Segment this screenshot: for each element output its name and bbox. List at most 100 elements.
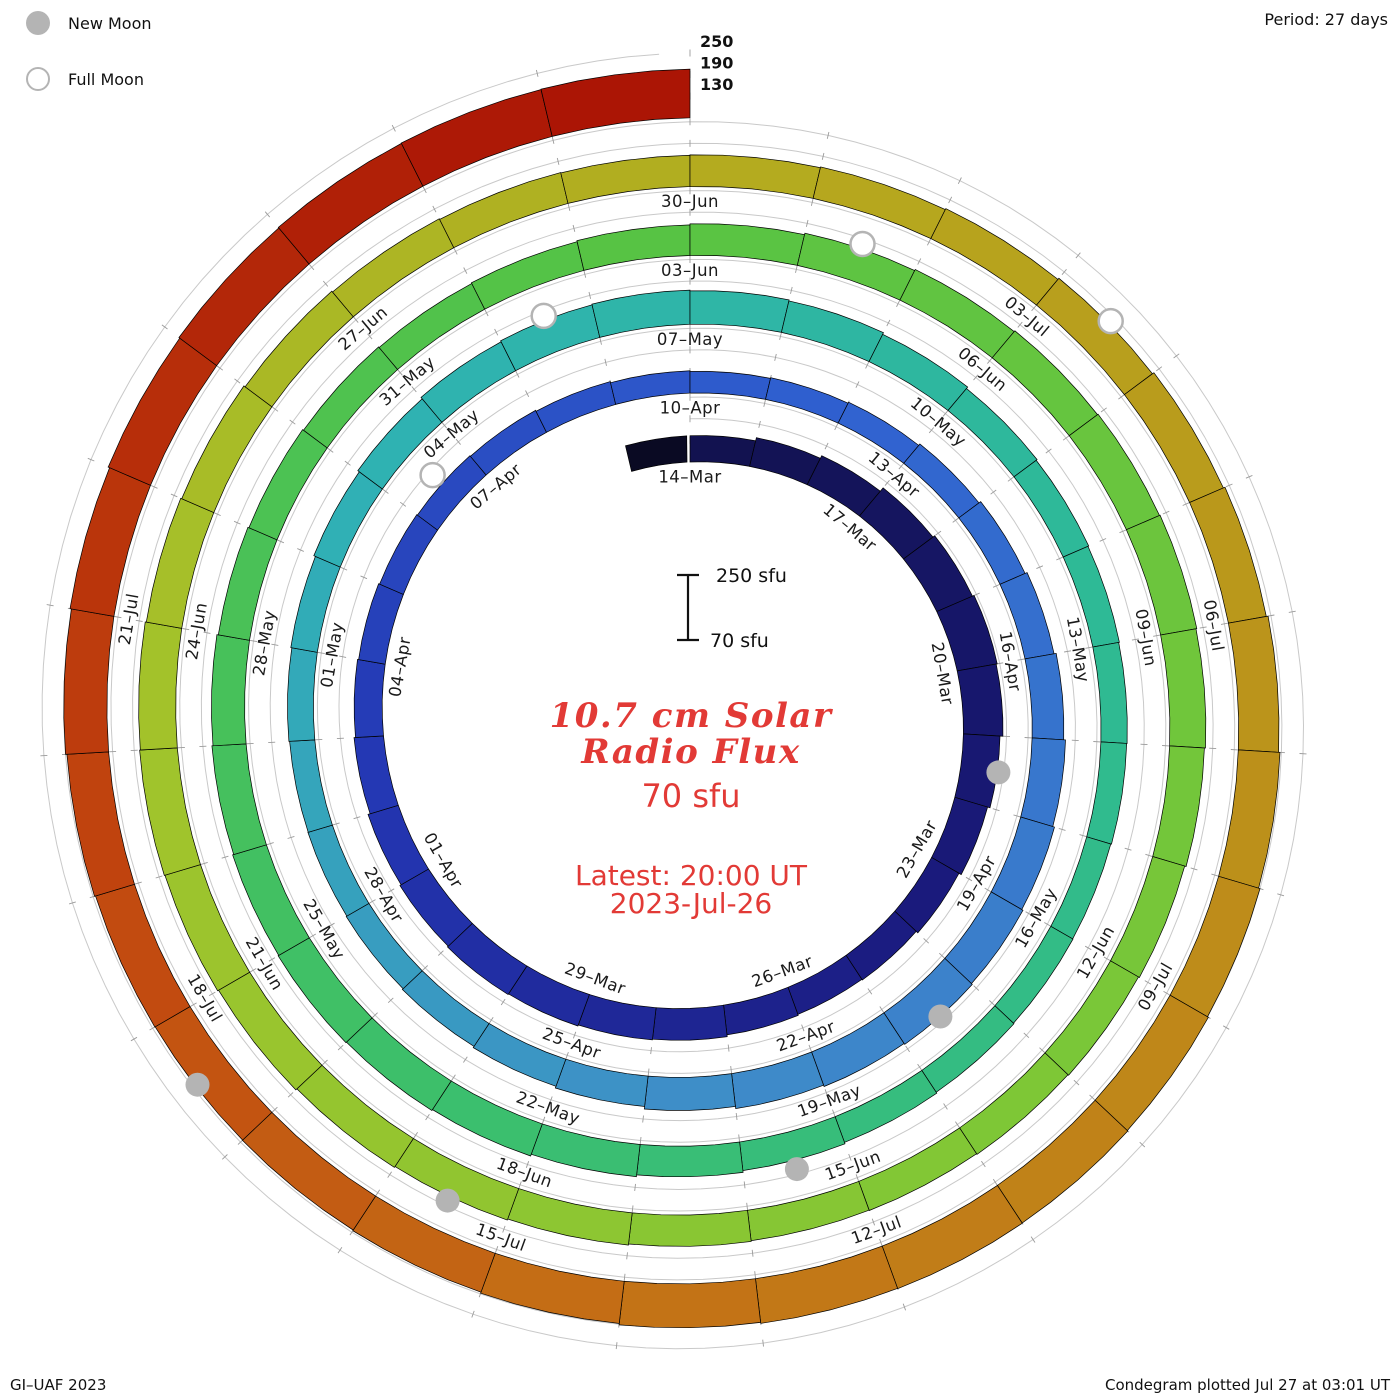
day-tick <box>1220 622 1228 625</box>
day-tick <box>948 196 953 204</box>
day-tick <box>1211 873 1219 877</box>
flux-segment <box>554 1058 649 1107</box>
flux-segment <box>947 388 1038 478</box>
flux-segment <box>63 608 115 755</box>
day-tick <box>801 1024 805 1032</box>
day-tick <box>1144 980 1152 985</box>
flux-segment <box>765 377 849 424</box>
day-tick <box>896 300 901 308</box>
day-tick <box>1145 853 1153 857</box>
day-tick <box>266 842 274 846</box>
flux-segment <box>1152 745 1205 867</box>
day-tick <box>1190 867 1198 871</box>
day-tick <box>542 1116 546 1124</box>
flux-segment <box>181 385 273 514</box>
day-tick <box>1124 847 1132 851</box>
day-tick <box>832 1109 836 1117</box>
day-tick <box>317 651 325 655</box>
flux-segment <box>956 663 1004 737</box>
day-tick <box>855 1174 859 1182</box>
flux-segment <box>610 370 691 405</box>
day-tick <box>297 548 304 552</box>
day-tick <box>992 584 1000 588</box>
day-tick <box>463 267 468 274</box>
flux-segment <box>1169 875 1261 1018</box>
flux-scale-bar: 250 sfu 70 sfu <box>677 565 787 652</box>
day-tick <box>1023 1032 1030 1039</box>
day-tick <box>500 998 506 1006</box>
day-tick <box>1062 435 1070 441</box>
scale-bar-bottom-label: 70 sfu <box>710 630 769 652</box>
day-tick <box>735 1112 738 1121</box>
day-tick <box>905 1045 910 1053</box>
day-tick <box>369 899 376 904</box>
legend-new-moon: New Moon <box>26 8 152 38</box>
day-tick <box>1073 1079 1080 1086</box>
flux-segment <box>1024 652 1065 741</box>
full-moon-label: Full Moon <box>68 69 144 89</box>
day-tick <box>494 328 499 336</box>
day-tick <box>984 887 991 892</box>
day-tick <box>494 1246 499 1253</box>
flux-segment <box>1013 459 1090 558</box>
day-tick <box>463 1056 468 1063</box>
day-tick <box>399 501 407 507</box>
day-tick <box>1199 626 1207 629</box>
day-tick <box>391 124 396 132</box>
day-tick <box>1075 252 1081 259</box>
new-moon-label: New Moon <box>68 13 152 33</box>
current-flux-value: 70 sfu <box>641 777 740 815</box>
flux-segment <box>1044 960 1139 1076</box>
day-tick <box>214 512 221 517</box>
day-tick <box>987 357 993 364</box>
flux-segment <box>138 621 183 751</box>
new-moon-marker <box>784 1157 809 1182</box>
day-tick <box>855 381 860 388</box>
day-tick <box>1017 658 1025 661</box>
day-tick <box>525 390 530 398</box>
day-tick <box>1245 474 1253 479</box>
flux-segment <box>145 497 215 629</box>
day-tick <box>1039 1047 1045 1053</box>
day-tick <box>1162 510 1170 515</box>
date-label: 10–Apr <box>660 399 721 418</box>
flux-segment <box>446 922 528 995</box>
day-tick <box>879 1238 883 1246</box>
day-tick <box>387 1171 392 1178</box>
day-tick <box>200 861 208 865</box>
day-tick <box>634 1183 636 1191</box>
day-tick <box>1131 638 1139 641</box>
flux-segment <box>358 583 404 665</box>
flux-segment <box>731 1051 825 1110</box>
day-tick <box>289 419 296 425</box>
day-tick <box>808 1044 812 1052</box>
flux-segment <box>439 172 569 249</box>
day-tick <box>973 985 980 991</box>
day-tick <box>938 952 945 959</box>
day-tick <box>441 422 448 429</box>
day-tick <box>567 203 571 211</box>
day-tick <box>1153 634 1161 637</box>
flux-segment <box>868 333 969 411</box>
day-tick <box>1064 650 1072 653</box>
day-tick <box>992 1178 998 1186</box>
flux-segment <box>577 994 657 1041</box>
day-tick <box>943 1103 948 1110</box>
flux-segment <box>1227 615 1280 753</box>
day-tick <box>824 442 829 450</box>
day-tick <box>810 198 814 206</box>
flux-segment <box>1160 628 1207 749</box>
day-tick <box>746 1202 748 1210</box>
day-tick <box>382 488 389 494</box>
day-tick <box>340 566 348 571</box>
flux-segment <box>628 1209 752 1247</box>
day-tick <box>422 186 427 194</box>
flux-segment <box>399 868 473 947</box>
day-tick <box>367 333 373 340</box>
day-tick <box>155 875 163 879</box>
flux-segment <box>164 864 251 992</box>
new-moon-marker <box>928 1004 953 1029</box>
flux-segment <box>811 1012 905 1087</box>
day-tick <box>1100 407 1107 413</box>
